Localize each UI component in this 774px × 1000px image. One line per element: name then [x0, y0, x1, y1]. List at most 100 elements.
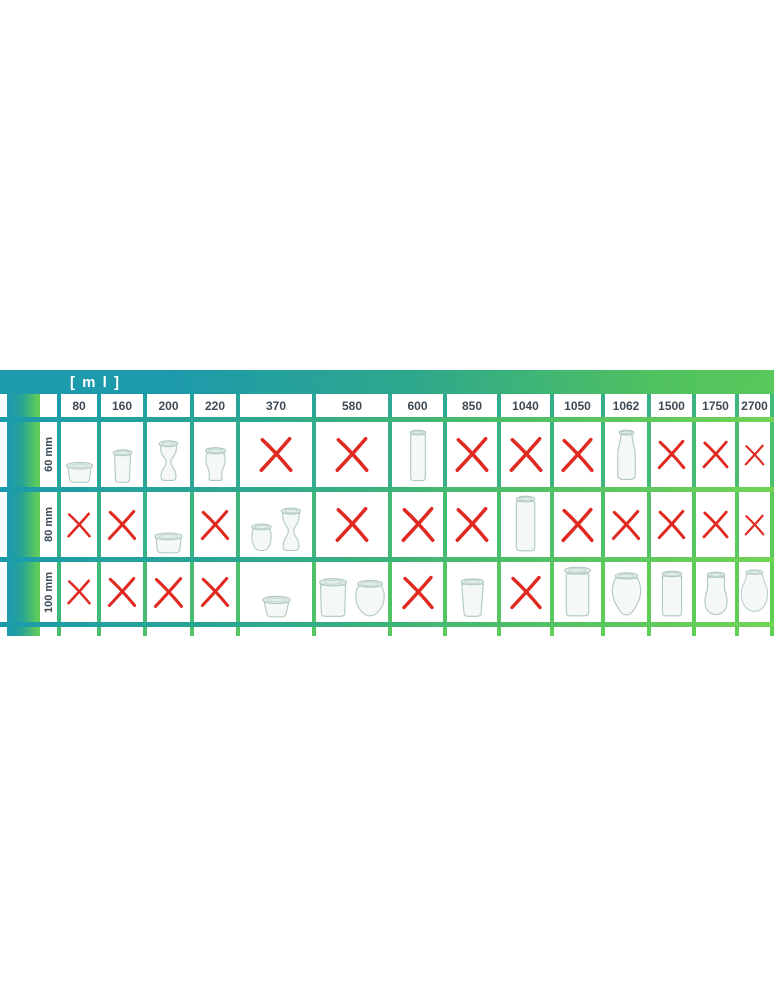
- row-label-100mm: 100 mm: [40, 562, 57, 622]
- column-header-1040: 1040: [501, 394, 550, 417]
- column-header-1050: 1050: [554, 394, 601, 417]
- grid-vline: [550, 627, 554, 636]
- x-mark-icon: [200, 509, 230, 540]
- grid-vline: [647, 422, 651, 487]
- grid-vline: [388, 627, 392, 636]
- grid-vline: [692, 627, 696, 636]
- jar-icon-bottle: [616, 429, 636, 480]
- grid-vline: [601, 627, 605, 636]
- grid-vline: [735, 422, 739, 487]
- cell-80mm-200ml: [147, 492, 190, 557]
- grid-hline: [0, 417, 774, 422]
- cell-60mm-2700ml: [739, 422, 770, 487]
- cell-60mm-370ml: [240, 422, 312, 487]
- jar-icon-mold-wide: [319, 578, 347, 617]
- grid-vline: [443, 394, 447, 417]
- grid-vline: [388, 562, 392, 622]
- cell-80mm-1040ml: [501, 492, 550, 557]
- cell-60mm-1040ml: [501, 422, 550, 487]
- cell-100mm-600ml: [392, 562, 443, 622]
- jar-icon-cyl: [661, 570, 682, 617]
- jar-icon-cyl-tall: [409, 429, 426, 482]
- grid-vline: [190, 422, 194, 487]
- grid-vline: [647, 394, 651, 417]
- x-mark-icon: [107, 509, 137, 540]
- x-mark-icon: [67, 511, 91, 538]
- grid-vline: [312, 562, 316, 622]
- cell-100mm-160ml: [101, 562, 143, 622]
- grid-vline: [236, 562, 240, 622]
- x-mark-icon: [702, 510, 729, 539]
- grid-vline: [443, 562, 447, 622]
- column-header-370: 370: [240, 394, 312, 417]
- grid-vline: [692, 492, 696, 557]
- grid-vline: [692, 562, 696, 622]
- jar-icon-cyl-tall-wide: [515, 495, 536, 552]
- grid-vline: [57, 394, 61, 417]
- jar-icon-cyl-rim: [563, 566, 592, 617]
- column-header-850: 850: [447, 394, 497, 417]
- grid-vline: [497, 422, 501, 487]
- cell-100mm-1750ml: [696, 562, 735, 622]
- grid-vline: [388, 492, 392, 557]
- jar-icon-tumbler: [460, 578, 484, 617]
- volume-header-bar: [ m l ]: [0, 370, 774, 394]
- x-mark-icon: [657, 439, 686, 470]
- grid-vline: [190, 627, 194, 636]
- column-header-80: 80: [61, 394, 97, 417]
- jar-icon-tulip-big: [611, 572, 641, 616]
- grid-vline: [57, 492, 61, 557]
- grid-vline: [735, 492, 739, 557]
- jar-icon-waisted: [158, 440, 179, 481]
- grid-vline: [143, 627, 147, 636]
- grid-vline: [236, 492, 240, 557]
- x-mark-icon: [509, 436, 542, 473]
- grid-vline: [190, 492, 194, 557]
- cell-80mm-160ml: [101, 492, 143, 557]
- grid-vline: [57, 422, 61, 487]
- cell-100mm-370ml: [240, 562, 312, 622]
- row-label-80mm: 80 mm: [40, 492, 57, 557]
- grid-vline: [550, 422, 554, 487]
- jar-icon-mold-low: [65, 461, 93, 483]
- grid-vline: [97, 394, 101, 417]
- grid-vline: [312, 422, 316, 487]
- jar-icon-tulip: [355, 579, 385, 617]
- cell-60mm-160ml: [101, 422, 143, 487]
- cell-80mm-580ml: [316, 492, 388, 557]
- cell-60mm-1500ml: [651, 422, 692, 487]
- cell-60mm-1750ml: [696, 422, 735, 487]
- column-header-1500: 1500: [651, 394, 692, 417]
- grid-vline: [647, 492, 651, 557]
- cell-100mm-580ml: [316, 562, 388, 622]
- grid-vline: [443, 422, 447, 487]
- grid-vline: [647, 627, 651, 636]
- grid-vline: [770, 422, 774, 487]
- column-header-580: 580: [316, 394, 388, 417]
- x-mark-icon: [107, 576, 137, 608]
- cell-80mm-1750ml: [696, 492, 735, 557]
- grid-vline: [312, 394, 316, 417]
- grid-vline: [770, 627, 774, 636]
- cell-100mm-1500ml: [651, 562, 692, 622]
- grid-vline: [550, 562, 554, 622]
- x-mark-icon: [744, 444, 765, 465]
- grid-vline: [236, 394, 240, 417]
- x-mark-icon: [401, 575, 434, 609]
- column-header-220: 220: [194, 394, 236, 417]
- grid-vline: [601, 562, 605, 622]
- grid-vline: [312, 492, 316, 557]
- grid-vline: [601, 492, 605, 557]
- row-label-60mm: 60 mm: [40, 422, 57, 487]
- grid-vline: [57, 562, 61, 622]
- grid-vline: [143, 422, 147, 487]
- grid-vline: [601, 422, 605, 487]
- cell-100mm-80ml: [61, 562, 97, 622]
- x-mark-icon: [657, 509, 686, 540]
- grid-vline: [97, 492, 101, 557]
- grid-vline: [97, 562, 101, 622]
- grid-vline: [550, 492, 554, 557]
- grid-vline: [97, 627, 101, 636]
- jar-icon-waisted-tall: [280, 507, 301, 552]
